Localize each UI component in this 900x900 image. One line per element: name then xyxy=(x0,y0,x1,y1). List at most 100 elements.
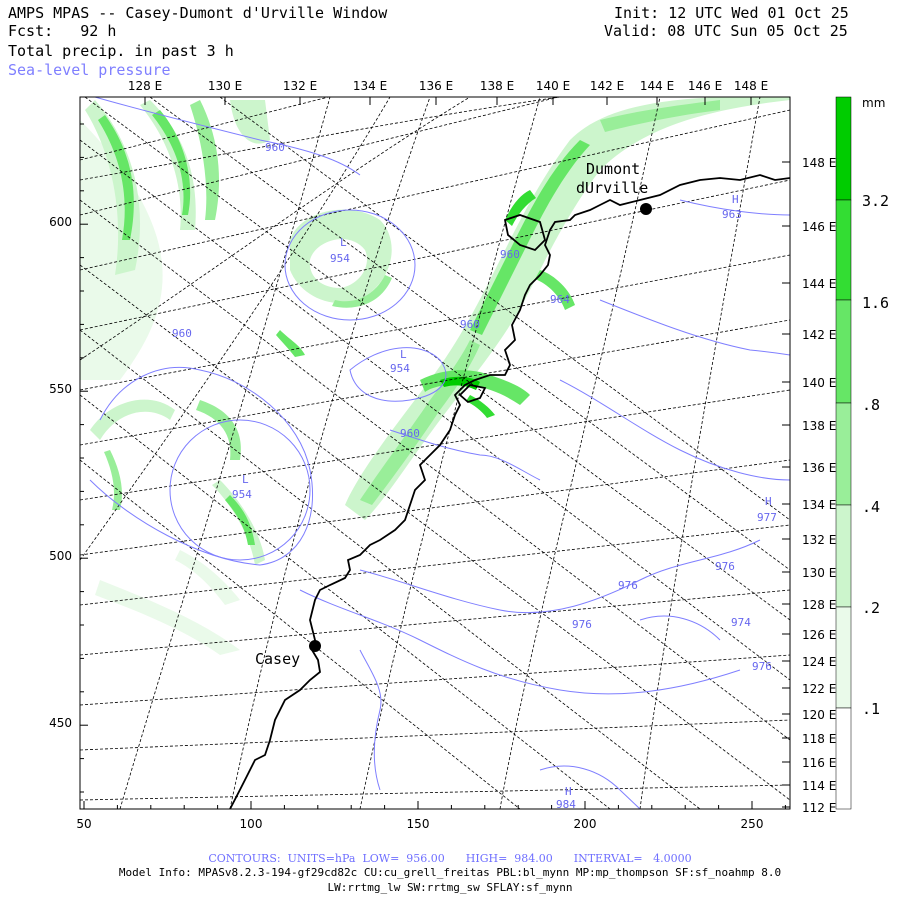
init-time: Init: 12 UTC Wed 01 Oct 25 xyxy=(614,4,849,22)
top-axis-label: 138 E xyxy=(480,79,514,93)
slp-value: 984 xyxy=(556,798,576,811)
low-marker: L xyxy=(242,473,249,486)
slp-value: 963 xyxy=(722,208,742,221)
right-axis-label: 112 E xyxy=(802,801,836,815)
right-axis-label: 148 E xyxy=(802,156,836,170)
bottom-axis-label: 150 xyxy=(407,817,430,831)
casey-label: Casey xyxy=(255,650,300,668)
top-axis-label: 130 E xyxy=(208,79,242,93)
forecast-hour: Fcst: 92 h xyxy=(8,22,117,40)
slp-value: 960 xyxy=(500,248,520,261)
casey-marker xyxy=(309,640,321,652)
top-axis-label: 128 E xyxy=(128,79,162,93)
valid-time: Valid: 08 UTC Sun 05 Oct 25 xyxy=(604,22,848,40)
right-axis-label: 130 E xyxy=(802,566,836,580)
left-axis-label: 550 xyxy=(49,382,72,396)
colorbar-swatch xyxy=(835,402,852,506)
slp-value: 964 xyxy=(550,293,570,306)
colorbar-swatch xyxy=(835,606,852,709)
right-axis-label: 124 E xyxy=(802,655,836,669)
slp-value: 960 xyxy=(460,318,480,331)
colorbar-label: 1.6 xyxy=(862,294,889,312)
slp-value: 960 xyxy=(172,327,192,340)
slp-contours xyxy=(89,97,790,809)
model-info-physics: LW:rrtmg_lw SW:rrtmg_sw SFLAY:sf_mynn xyxy=(327,881,573,894)
low-marker: L xyxy=(340,236,347,249)
top-axis-label: 136 E xyxy=(419,79,453,93)
bottom-axis-label: 200 xyxy=(574,817,597,831)
right-axis-label: 144 E xyxy=(802,277,836,291)
top-axis-label: 140 E xyxy=(536,79,570,93)
bottom-axis-label: 100 xyxy=(240,817,263,831)
right-axis-label: 136 E xyxy=(802,461,836,475)
axis-ticks xyxy=(80,97,790,809)
slp-value: 954 xyxy=(232,488,252,501)
slp-value: 974 xyxy=(731,616,751,629)
right-axis-label: 134 E xyxy=(802,498,836,512)
top-axis: 128 E 130 E 132 E 134 E 136 E 138 E 140 … xyxy=(128,79,768,93)
colorbar-swatch xyxy=(835,707,852,810)
colorbar-swatch xyxy=(835,504,852,608)
colorbar-label: .2 xyxy=(862,599,880,617)
slp-value: 976 xyxy=(572,618,592,631)
right-axis-label: 114 E xyxy=(802,779,836,793)
colorbar-swatch xyxy=(835,299,852,404)
top-axis-label: 148 E xyxy=(734,79,768,93)
precip-shading xyxy=(80,97,790,655)
slp-value: 976 xyxy=(618,579,638,592)
top-axis-label: 132 E xyxy=(283,79,317,93)
colorbar-label: .8 xyxy=(862,396,880,414)
right-axis-label: 138 E xyxy=(802,419,836,433)
left-axis-label: 500 xyxy=(49,549,72,563)
top-axis-label: 142 E xyxy=(590,79,624,93)
colorbar-label: 3.2 xyxy=(862,192,889,210)
right-axis-label: 140 E xyxy=(802,376,836,390)
dumont-durville-marker xyxy=(640,203,652,215)
bottom-axis-label: 250 xyxy=(741,817,764,831)
slp-value: 976 xyxy=(752,660,772,673)
right-axis-label: 132 E xyxy=(802,533,836,547)
bottom-axis-label: 50 xyxy=(76,817,91,831)
right-axis-label: 122 E xyxy=(802,682,836,696)
left-axis-label: 600 xyxy=(49,215,72,229)
colorbar-swatch xyxy=(835,96,852,201)
contour-info: CONTOURS: UNITS=hPa LOW= 956.00 HIGH= 98… xyxy=(208,852,692,865)
top-axis-label: 144 E xyxy=(640,79,674,93)
dumont-label: Dumont xyxy=(586,160,640,178)
colorbar-swatch xyxy=(835,199,852,301)
right-axis-label: 118 E xyxy=(802,732,836,746)
coastline xyxy=(229,174,790,809)
top-axis-label: 134 E xyxy=(353,79,387,93)
right-axis-label: 128 E xyxy=(802,598,836,612)
slp-value: 954 xyxy=(330,252,350,265)
top-axis-label: 146 E xyxy=(688,79,722,93)
colorbar: mm 3.2 1.6 .8 .4 .2 .1 xyxy=(835,96,889,810)
left-axis-label: 450 xyxy=(49,716,72,730)
colorbar-label: .1 xyxy=(862,700,880,718)
low-marker: L xyxy=(400,348,407,361)
field-name: Total precip. in past 3 h xyxy=(8,42,234,60)
slp-value: 976 xyxy=(715,560,735,573)
durville-label: dUrville xyxy=(576,179,648,197)
overlay-name: Sea-level pressure xyxy=(8,61,171,79)
graticule xyxy=(80,97,790,809)
slp-value: 960 xyxy=(265,141,285,154)
left-axis: 600 550 500 450 xyxy=(49,215,72,730)
right-axis-label: 116 E xyxy=(802,756,836,770)
colorbar-unit: mm xyxy=(862,96,885,110)
high-marker: H xyxy=(765,495,772,508)
model-info: Model Info: MPASv8.2.3-194-gf29cd82c CU:… xyxy=(118,866,782,879)
bottom-axis: 50 100 150 200 250 xyxy=(76,817,763,831)
slp-value: 960 xyxy=(400,427,420,440)
right-axis-label: 126 E xyxy=(802,628,836,642)
high-marker: H xyxy=(565,785,572,798)
plot-frame xyxy=(79,96,791,810)
right-axis-label: 146 E xyxy=(802,220,836,234)
right-axis-label: 120 E xyxy=(802,708,836,722)
colorbar-label: .4 xyxy=(862,498,880,516)
slp-value: 954 xyxy=(390,362,410,375)
high-marker: H xyxy=(732,193,739,206)
slp-value: 977 xyxy=(757,511,777,524)
right-axis: 148 E 146 E 144 E 142 E 140 E 138 E 136 … xyxy=(802,156,836,815)
